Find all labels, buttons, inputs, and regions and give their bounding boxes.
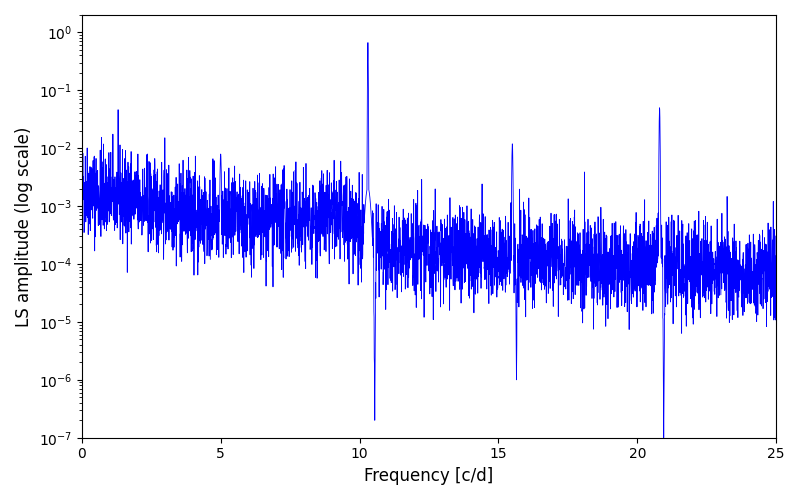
Y-axis label: LS amplitude (log scale): LS amplitude (log scale): [15, 126, 33, 326]
X-axis label: Frequency [c/d]: Frequency [c/d]: [364, 467, 494, 485]
